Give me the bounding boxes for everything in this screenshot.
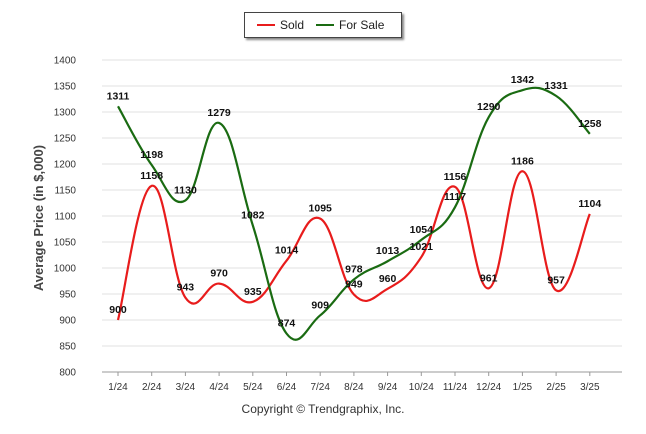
legend-item-sold[interactable]: Sold <box>245 18 304 32</box>
y-tick-label: 900 <box>59 316 76 327</box>
data-label-for-sale: 1082 <box>241 209 265 221</box>
x-tick-label: 6/24 <box>277 382 297 393</box>
x-tick-label: 4/24 <box>209 382 229 393</box>
data-label-for-sale: 1331 <box>544 80 568 92</box>
series-line-for-sale <box>117 86 591 341</box>
x-tick-label: 3/25 <box>580 382 600 393</box>
data-label-sold: 957 <box>547 274 565 286</box>
data-label-sold: 1021 <box>410 241 434 253</box>
data-label-for-sale: 874 <box>278 318 296 330</box>
series-line-sold <box>116 170 591 321</box>
copyright-text: Copyright © Trendgraphix, Inc. <box>241 402 405 416</box>
data-label-sold: 943 <box>177 282 195 294</box>
data-label-for-sale: 1130 <box>174 184 197 196</box>
data-labels: 900 1158 943 970 935 1014 1095 949 960 1021 1156 96… <box>107 74 602 329</box>
data-label-sold: 1186 <box>511 155 534 167</box>
y-tick-label: 1200 <box>54 160 77 171</box>
x-tick-label: 1/24 <box>108 382 128 393</box>
x-tick-label: 10/24 <box>409 382 434 393</box>
x-tick-label: 12/24 <box>476 382 501 393</box>
y-tick-label: 1400 <box>54 56 77 67</box>
x-tick-label: 7/24 <box>310 382 330 393</box>
x-tick-label: 11/24 <box>443 382 468 393</box>
x-tick-label: 1/25 <box>513 382 533 393</box>
grid-lines <box>102 59 622 373</box>
data-label-for-sale: 1198 <box>140 149 163 161</box>
legend: Sold For Sale <box>244 12 402 38</box>
data-label-sold: 1104 <box>578 198 601 210</box>
y-tick-label: 850 <box>59 342 76 353</box>
data-label-for-sale: 1117 <box>444 191 466 203</box>
y-tick-label: 950 <box>59 290 76 301</box>
y-tick-label: 1150 <box>54 186 76 197</box>
series-lines <box>116 86 591 341</box>
x-tick-label: 3/24 <box>176 382 196 393</box>
legend-label-for-sale: For Sale <box>339 18 385 32</box>
x-tick-label: 8/24 <box>344 382 364 393</box>
data-label-for-sale: 1342 <box>511 74 535 86</box>
y-tick-label: 1250 <box>54 134 77 145</box>
data-label-for-sale: 978 <box>345 263 363 275</box>
y-tick-label: 1300 <box>54 108 77 119</box>
data-label-sold: 960 <box>379 273 397 285</box>
y-tick-label: 1350 <box>54 82 77 93</box>
legend-label-sold: Sold <box>280 18 305 32</box>
y-tick-label: 1100 <box>54 212 76 223</box>
data-label-sold: 900 <box>109 304 127 316</box>
legend-item-for-sale[interactable]: For Sale <box>304 18 384 32</box>
data-label-for-sale: 909 <box>311 299 329 311</box>
data-label-for-sale: 1290 <box>477 101 501 113</box>
y-tick-label: 800 <box>59 368 76 379</box>
data-label-for-sale: 1311 <box>107 90 130 102</box>
y-axis-label: Average Price (in $,000) <box>31 145 46 291</box>
data-label-for-sale: 1013 <box>376 245 400 257</box>
y-tick-label: 1000 <box>54 264 77 275</box>
data-label-for-sale: 1258 <box>578 118 602 130</box>
for-sale-swatch-icon <box>316 24 335 26</box>
data-label-sold: 961 <box>480 272 498 284</box>
data-label-sold: 1158 <box>140 170 163 182</box>
data-label-sold: 1156 <box>444 171 467 183</box>
data-label-for-sale: 1054 <box>410 224 434 236</box>
data-label-for-sale: 1279 <box>207 107 231 119</box>
data-label-sold: 970 <box>210 268 228 280</box>
sold-swatch-icon <box>257 24 275 26</box>
x-tick-label: 2/24 <box>142 382 162 393</box>
data-label-sold: 1095 <box>309 203 333 215</box>
y-tick-label: 1050 <box>54 238 77 249</box>
data-label-sold: 935 <box>244 286 262 298</box>
x-tick-label: 9/24 <box>378 382 398 393</box>
axes: 800 850 900 950 1000 1050 1100 1150 1200 1250 1300… <box>54 56 622 393</box>
data-label-sold: 949 <box>345 279 363 291</box>
x-tick-label: 2/25 <box>546 382 566 393</box>
data-label-sold: 1014 <box>275 245 299 257</box>
x-tick-label: 5/24 <box>243 382 263 393</box>
